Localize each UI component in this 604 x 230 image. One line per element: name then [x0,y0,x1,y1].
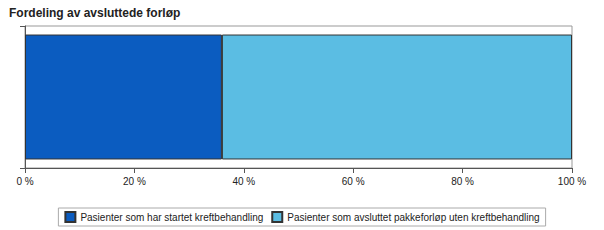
svg-text:100 %: 100 % [558,176,586,187]
svg-text:Fordeling av avsluttede forløp: Fordeling av avsluttede forløp [9,6,180,20]
svg-text:60 %: 60 % [342,176,365,187]
svg-text:Pasienter som har startet kref: Pasienter som har startet kreftbehandlin… [80,212,263,223]
svg-text:40 %: 40 % [232,176,255,187]
svg-text:0 %: 0 % [16,176,33,187]
svg-text:80 %: 80 % [451,176,474,187]
svg-text:Pasienter som avsluttet pakkef: Pasienter som avsluttet pakkeforløp uten… [287,212,539,223]
svg-text:20 %: 20 % [123,176,146,187]
